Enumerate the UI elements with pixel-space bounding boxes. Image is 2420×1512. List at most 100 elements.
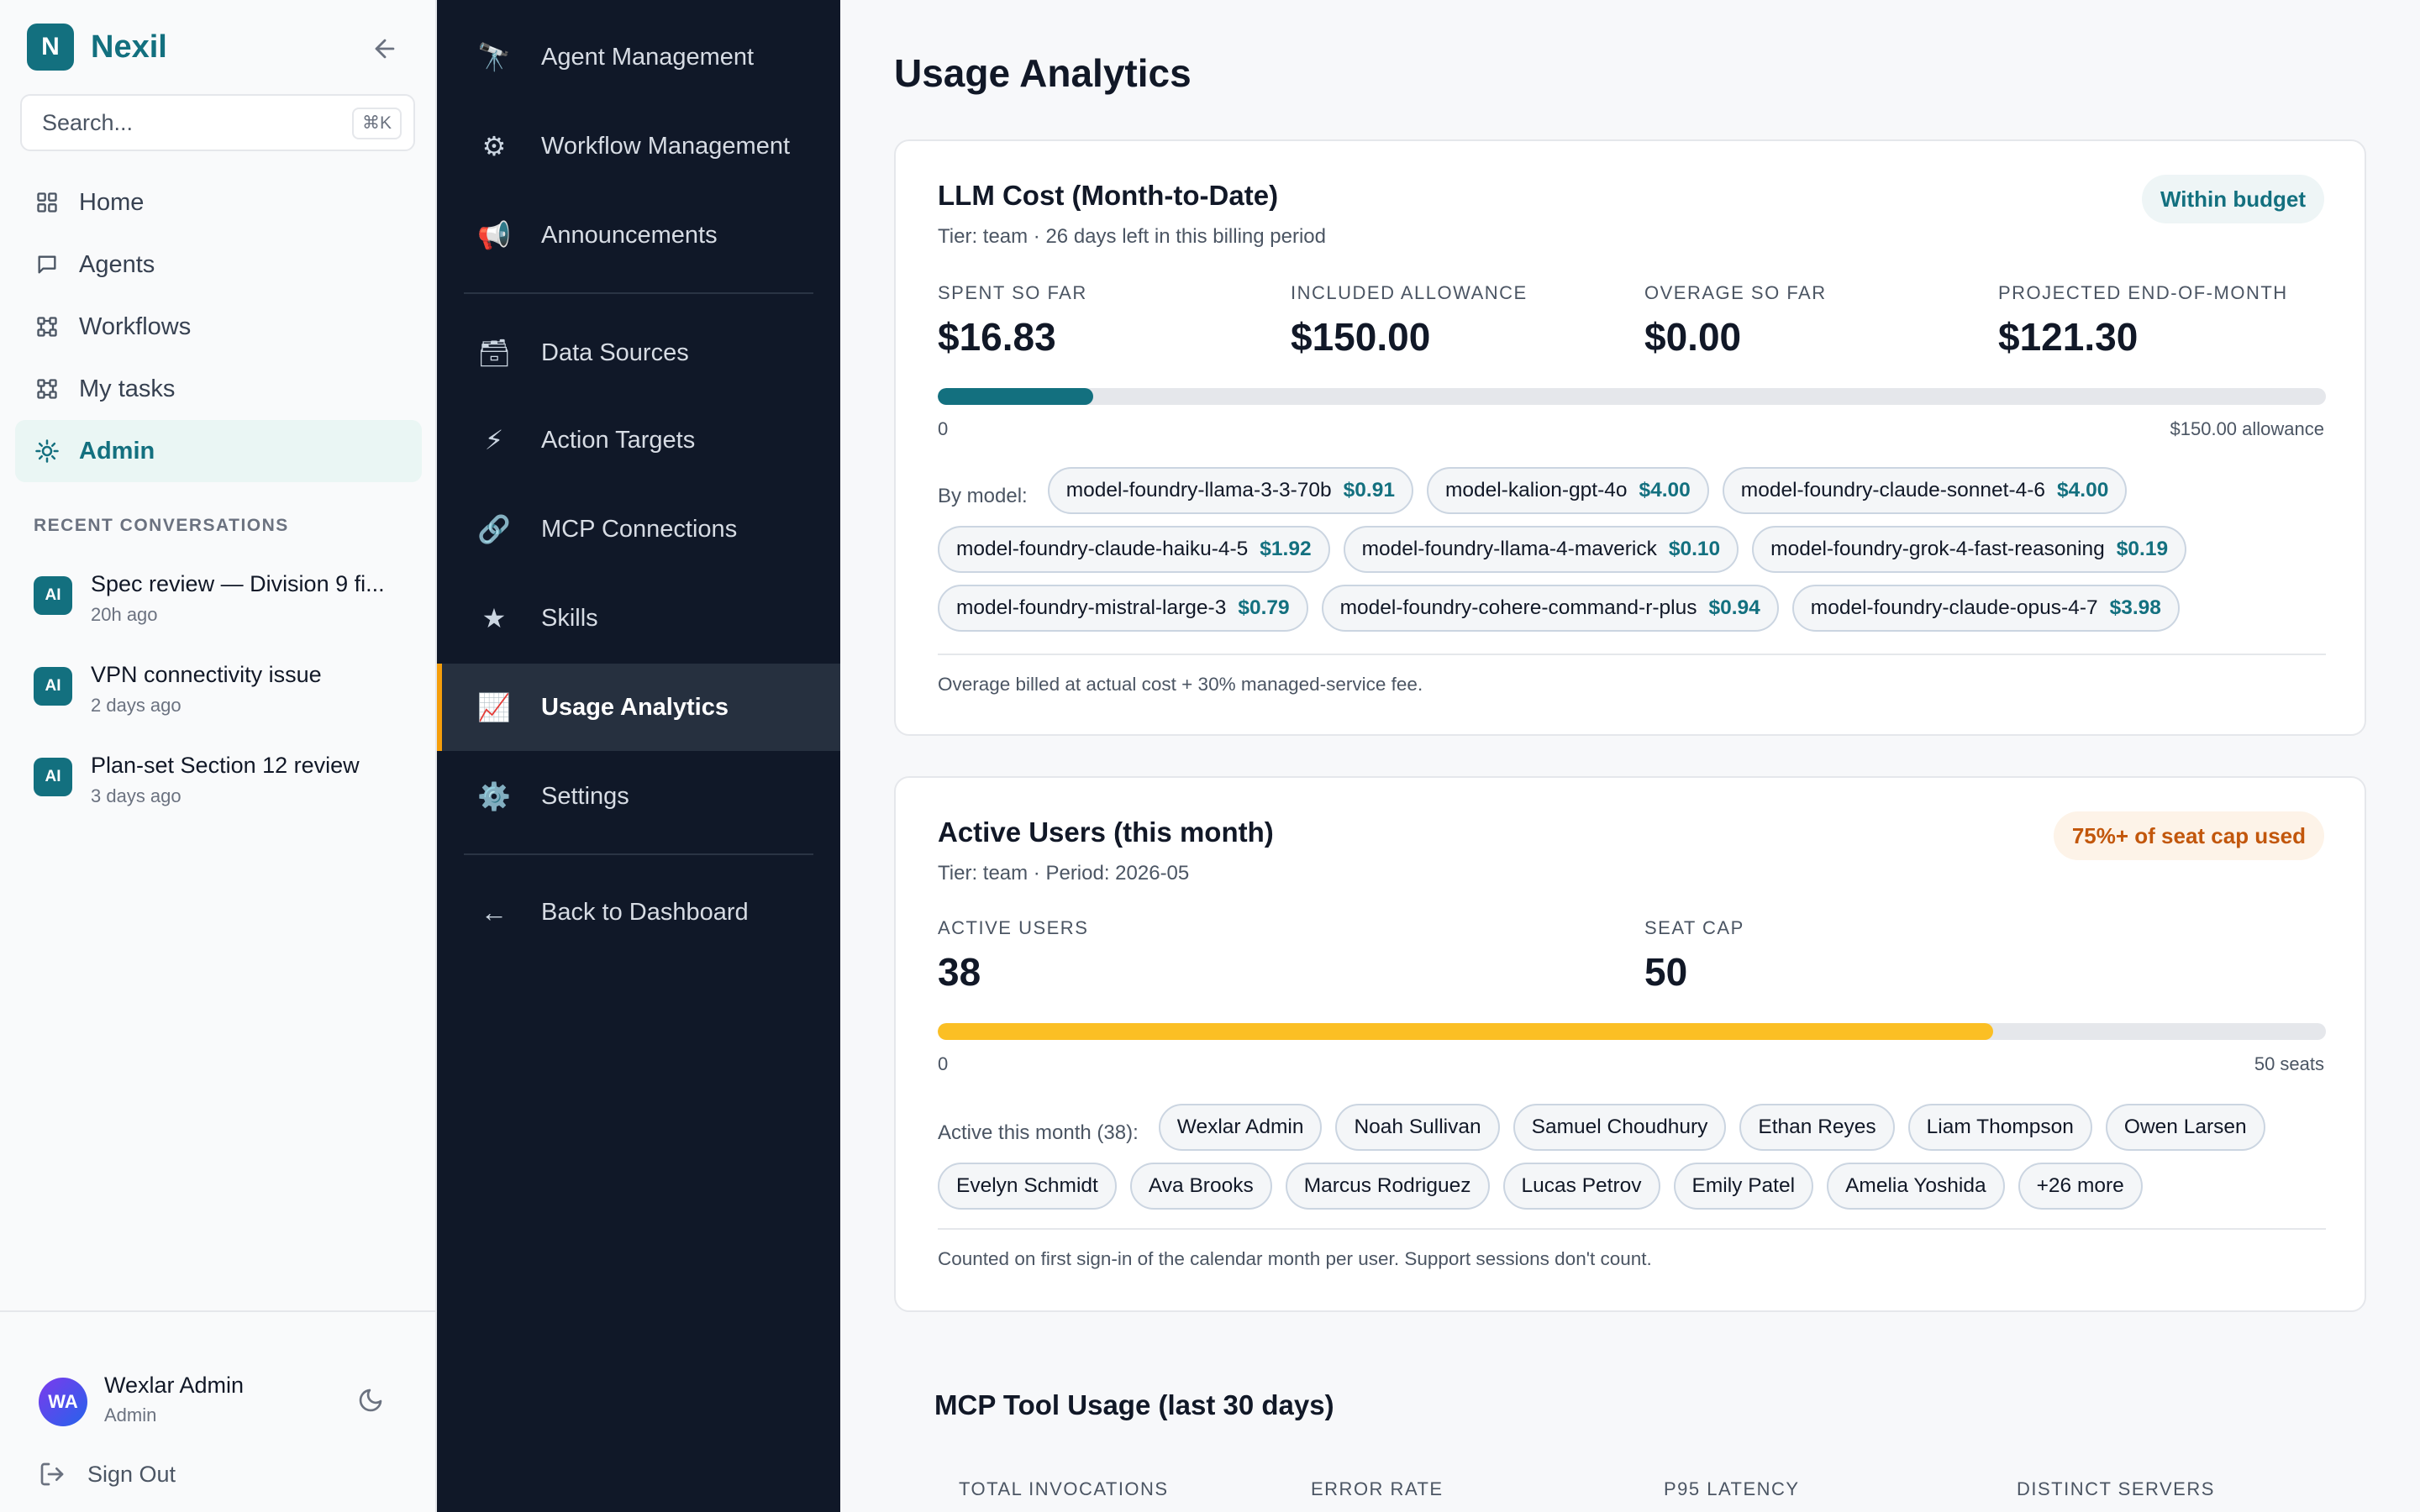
active-users-list-label: Active this month (38): (938, 1121, 1139, 1144)
conversation-item[interactable]: AI Plan-set Section 12 review 3 days ago (34, 748, 412, 838)
admin-nav-label: Back to Dashboard (541, 898, 749, 926)
sign-out-label: Sign Out (87, 1461, 176, 1487)
model-name: model-foundry-llama-3-3-70b (1065, 479, 1332, 501)
card-note: Counted on first sign-in of the calendar… (938, 1248, 1652, 1269)
model-cost-chip: model-foundry-claude-haiku-4-5 $1.92 (938, 526, 1330, 573)
chart-up-icon: 📈 (477, 692, 511, 722)
recent-conversations-label: RECENT CONVERSATIONS (34, 516, 289, 535)
recent-conversations-list: AI Spec review — Division 9 fi... 20h ag… (34, 566, 412, 838)
conversation-item[interactable]: AI VPN connectivity issue 2 days ago (34, 657, 412, 748)
model-name: model-foundry-claude-haiku-4-5 (956, 538, 1249, 560)
admin-nav-settings[interactable]: ⚙️ Settings (437, 753, 840, 840)
model-cost-chip: model-foundry-claude-sonnet-4-6 $4.00 (1722, 467, 2128, 514)
nav-item-admin[interactable]: Admin (15, 420, 422, 482)
model-name: model-foundry-mistral-large-3 (956, 596, 1227, 619)
metric-label: SPENT SO FAR (938, 282, 1087, 303)
metric-value: 50 (1644, 950, 1688, 994)
model-cost-chip: model-foundry-llama-4-maverick $0.10 (1343, 526, 1739, 573)
sun-gear-icon (34, 438, 60, 465)
avatar[interactable]: WA (39, 1378, 87, 1426)
metric-seat-cap: SEAT CAP 50 (1644, 917, 1744, 995)
ai-badge: AI (34, 576, 72, 615)
conversation-item[interactable]: AI Spec review — Division 9 fi... 20h ag… (34, 566, 412, 657)
model-cost: $1.92 (1260, 538, 1312, 560)
llm-cost-card: LLM Cost (Month-to-Date) Tier: team · 26… (894, 139, 2366, 736)
metric-label: SEAT CAP (1644, 917, 1744, 938)
card-title: LLM Cost (Month-to-Date) (938, 180, 1279, 211)
card-box-icon: 🗃 (477, 338, 512, 368)
admin-nav-usage-analytics[interactable]: 📈 Usage Analytics (437, 664, 840, 751)
admin-nav-announcements[interactable]: 📢 Announcements (437, 192, 840, 279)
status-badge: 75%+ of seat cap used (2053, 811, 2324, 860)
admin-nav-action-targets[interactable]: ⚡ Action Targets (437, 396, 840, 484)
model-cost-list: By model: model-foundry-llama-3-3-70b $0.… (938, 467, 2333, 643)
tasks-icon (34, 375, 60, 402)
conversation-title: Plan-set Section 12 review (91, 753, 360, 778)
more-users-chip[interactable]: +26 more (2018, 1163, 2143, 1210)
model-name: model-foundry-cohere-command-r-plus (1339, 596, 1697, 619)
admin-nav-mcp-connections[interactable]: 🔗 MCP Connections (437, 486, 840, 573)
workflow-icon (34, 313, 60, 340)
metric-label: INCLUDED ALLOWANCE (1291, 282, 1528, 303)
admin-nav-skills[interactable]: ★ Skills (437, 575, 840, 662)
admin-nav-back-to-dashboard[interactable]: ← Back to Dashboard (437, 869, 840, 956)
model-cost-chip: model-foundry-claude-opus-4-7 $3.98 (1791, 585, 2180, 632)
user-chip: Ava Brooks (1129, 1163, 1272, 1210)
admin-nav-workflow-management[interactable]: ⚙ Workflow Management (437, 102, 840, 190)
theme-toggle-button[interactable] (351, 1381, 390, 1420)
card-divider (938, 654, 2326, 655)
active-user-list: Active this month (38): Wexlar Admin Noah… (938, 1104, 2333, 1221)
admin-nav-data-sources[interactable]: 🗃 Data Sources (437, 309, 840, 396)
model-name: model-foundry-claude-sonnet-4-6 (1740, 479, 2046, 501)
lightning-icon: ⚡ (484, 425, 504, 455)
metric-overage: OVERAGE SO FAR $0.00 (1644, 282, 1827, 360)
sidebar-footer: WA Wexlar Admin Admin Sign Out (0, 1310, 435, 1512)
card-subtitle: Tier: team · Period: 2026-05 (938, 862, 1190, 885)
nav-item-label: Agents (79, 250, 155, 278)
gear-icon: ⚙ (481, 131, 507, 161)
sign-out-button[interactable]: Sign Out (39, 1460, 176, 1488)
nav-item-my-tasks[interactable]: My tasks (15, 358, 422, 420)
main-nav: Home Agents Workflows My tasks Admin (15, 171, 422, 482)
model-cost: $3.98 (2109, 596, 2161, 619)
conversation-time: 2 days ago (91, 695, 182, 716)
bar-max-label: 50 seats (2254, 1053, 2324, 1074)
metric-allowance: INCLUDED ALLOWANCE $150.00 (1291, 282, 1528, 360)
admin-nav-label: Data Sources (541, 339, 689, 366)
admin-nav: 🔭 Agent Management ⚙ Workflow Management… (437, 0, 840, 1512)
nav-item-agents[interactable]: Agents (15, 234, 422, 296)
bar-min-label: 0 (938, 418, 949, 439)
metric-value: $150.00 (1291, 315, 1431, 359)
metric-label: ACTIVE USERS (938, 917, 1089, 938)
user-role: Admin (104, 1404, 157, 1425)
model-cost: $0.94 (1708, 596, 1760, 619)
nav-item-label: Home (79, 188, 145, 216)
link-icon: 🔗 (477, 514, 511, 544)
model-cost: $0.79 (1238, 596, 1290, 619)
sign-out-icon (39, 1460, 67, 1488)
star-icon: ★ (481, 603, 507, 633)
nav-item-workflows[interactable]: Workflows (15, 296, 422, 358)
search-input[interactable] (22, 96, 413, 150)
collapse-sidebar-button[interactable] (366, 30, 403, 67)
brand[interactable]: N Nexil (27, 24, 167, 71)
seat-progress-fill (938, 1023, 1993, 1040)
chat-bubble-icon (34, 251, 60, 278)
model-cost: $0.10 (1668, 538, 1721, 560)
model-cost-chip: model-foundry-grok-4-fast-reasoning $0.19 (1752, 526, 2187, 573)
nav-item-home[interactable]: Home (15, 171, 422, 234)
user-chip: Lucas Petrov (1502, 1163, 1660, 1210)
mcp-metric-label: P95 LATENCY (1664, 1478, 1800, 1499)
metric-label: PROJECTED END-OF-MONTH (1998, 282, 2288, 303)
bar-max-label: $150.00 allowance (2170, 418, 2324, 439)
user-chip: Liam Thompson (1907, 1104, 2092, 1151)
mcp-usage-title: MCP Tool Usage (last 30 days) (934, 1389, 1334, 1420)
model-cost: $4.00 (1639, 479, 1691, 501)
brand-name: Nexil (91, 29, 167, 65)
conversation-time: 20h ago (91, 604, 158, 625)
mcp-metric-label: TOTAL INVOCATIONS (959, 1478, 1169, 1499)
admin-nav-agent-management[interactable]: 🔭 Agent Management (437, 13, 840, 101)
search-box: ⌘K (20, 94, 415, 151)
model-cost: $0.91 (1343, 479, 1395, 501)
conversation-title: VPN connectivity issue (91, 662, 322, 687)
